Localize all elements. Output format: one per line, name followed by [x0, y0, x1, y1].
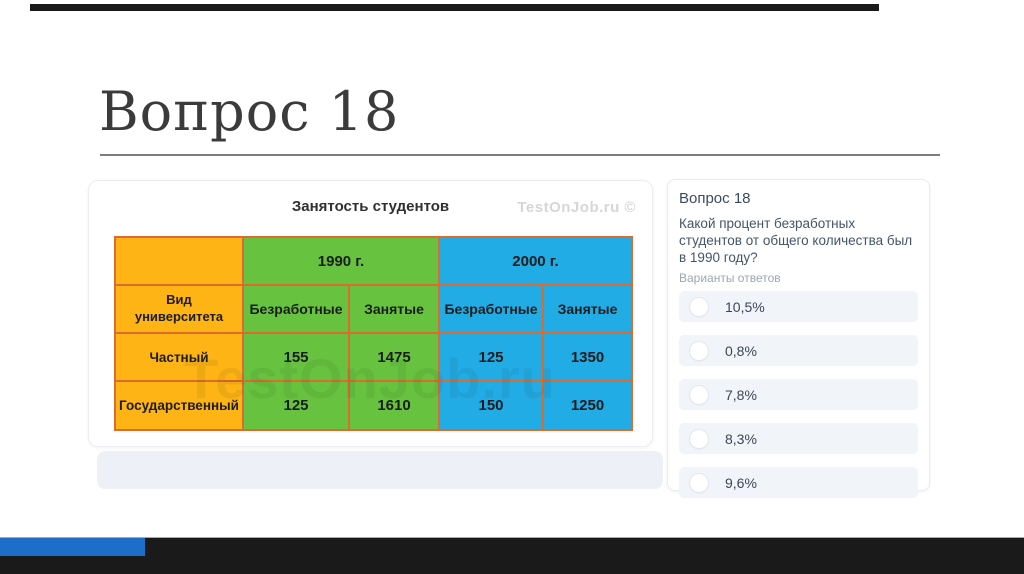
row-label-private: Частный	[116, 334, 242, 380]
answer-option[interactable]: 7,8%	[679, 379, 918, 410]
table-cell: 1610	[350, 382, 438, 429]
table-cell: 150	[440, 382, 542, 429]
subheader-unemployed-2000: Безработные	[440, 286, 542, 332]
table-cell: 1475	[350, 334, 438, 380]
question-text: Какой процент безработных студентов от о…	[679, 216, 913, 265]
quiz-background-strip	[97, 451, 663, 489]
subheader-employed-1990: Занятые	[350, 286, 438, 332]
option-label: 9,6%	[725, 474, 757, 491]
page-title: Вопрос 18	[99, 80, 400, 143]
table-cell: 1250	[544, 382, 631, 429]
radio-button[interactable]	[689, 428, 709, 449]
bottom-accent-bar	[0, 537, 1024, 574]
radio-button[interactable]	[689, 472, 709, 493]
option-label: 8,3%	[725, 430, 757, 447]
radio-button[interactable]	[689, 384, 709, 405]
answer-option[interactable]: 9,6%	[679, 467, 918, 498]
corner-label: Вид университета	[134, 292, 224, 324]
radio-button[interactable]	[689, 296, 709, 317]
table-corner-blank-cell	[116, 238, 242, 284]
table-cell: 1350	[544, 334, 631, 380]
option-label: 7,8%	[725, 386, 757, 403]
year-header-2000: 2000 г.	[440, 238, 631, 284]
title-divider	[100, 154, 940, 156]
row-label-state: Государственный	[116, 382, 242, 429]
table-title: Занятость студентов	[291, 198, 450, 215]
question-panel: Вопрос 18 Какой процент безработных студ…	[667, 179, 930, 498]
bottom-blue-accent	[0, 538, 145, 556]
table-cell: 125	[244, 382, 348, 429]
option-label: 0,8%	[725, 342, 757, 359]
top-accent-bar	[30, 4, 879, 11]
question-number: Вопрос 18	[679, 190, 751, 207]
answer-option[interactable]: 8,3%	[679, 423, 918, 454]
table-corner-label-cell: Вид университета	[116, 286, 242, 332]
subheader-unemployed-1990: Безработные	[244, 286, 348, 332]
answer-option[interactable]: 10,5%	[679, 291, 918, 322]
table-cell: 125	[440, 334, 542, 380]
testonjob-watermark: TestOnJob.ru ©	[517, 199, 636, 216]
employment-table: 1990 г. 2000 г. Вид университета Безрабо…	[114, 236, 633, 431]
radio-button[interactable]	[689, 340, 709, 361]
options-label: Варианты ответов	[679, 271, 781, 285]
option-label: 10,5%	[725, 298, 765, 315]
year-header-1990: 1990 г.	[244, 238, 438, 284]
answer-option[interactable]: 0,8%	[679, 335, 918, 366]
subheader-employed-2000: Занятые	[544, 286, 631, 332]
employment-table-card: Занятость студентов TestOnJob.ru © TestO…	[88, 180, 653, 447]
table-cell: 155	[244, 334, 348, 380]
